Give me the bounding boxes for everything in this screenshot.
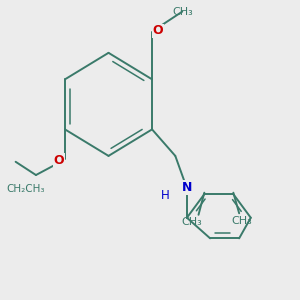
Text: O: O [54,154,64,167]
Text: O: O [153,24,163,37]
Text: CH₃: CH₃ [172,7,193,16]
Text: CH₂CH₃: CH₂CH₃ [7,184,45,194]
Text: CH₃: CH₃ [181,217,202,227]
Text: N: N [182,181,192,194]
Text: H: H [161,189,170,202]
Text: CH₃: CH₃ [232,216,252,226]
